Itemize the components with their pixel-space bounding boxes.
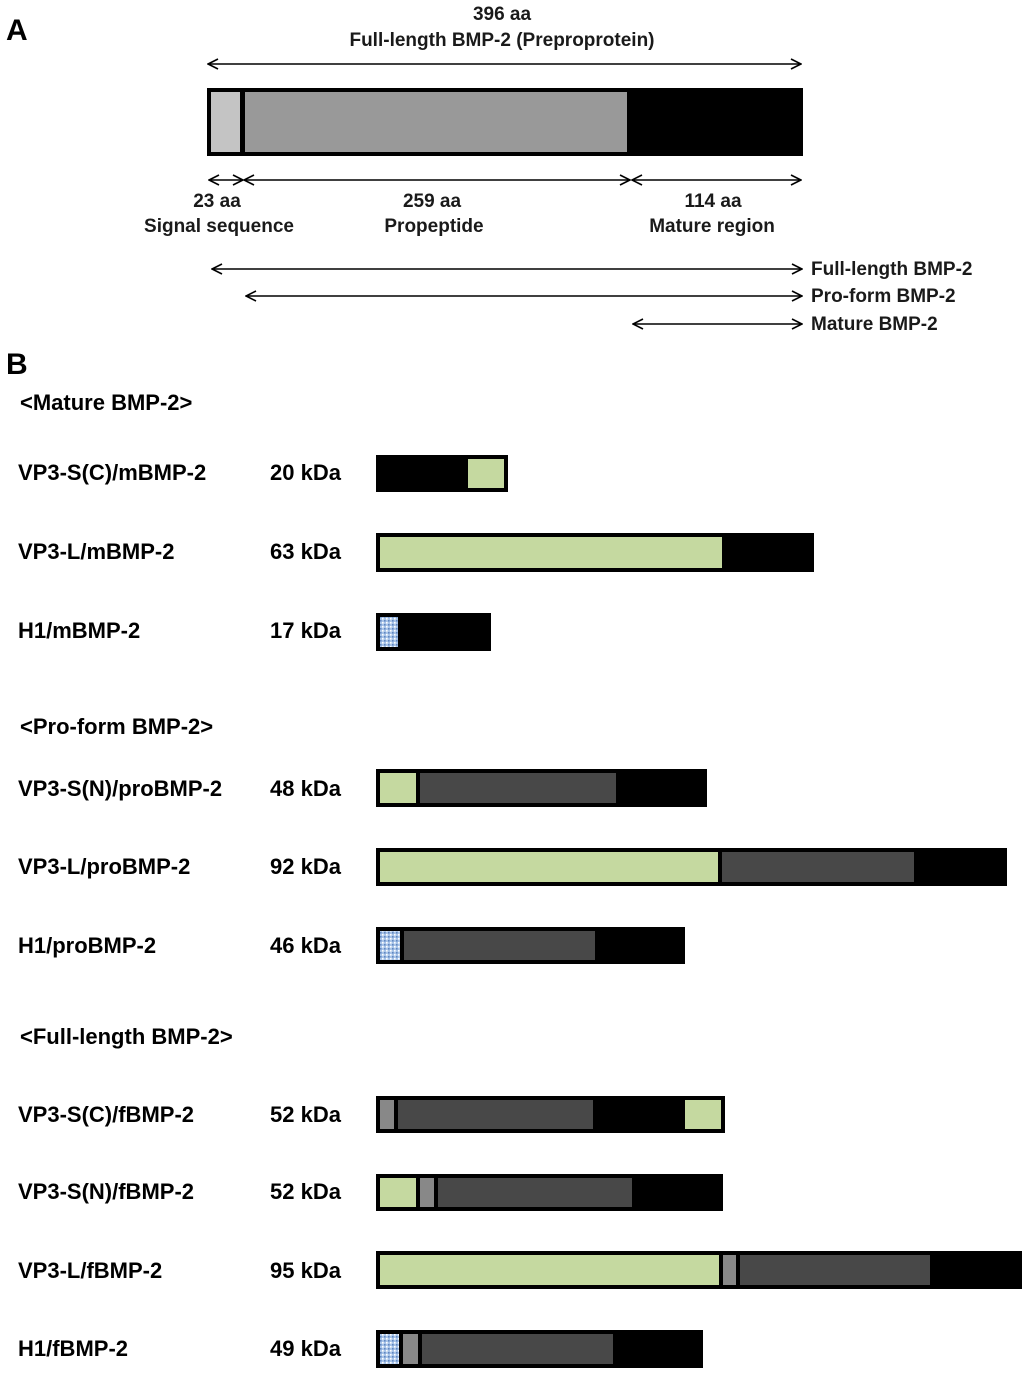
- mature-region-segment: [914, 852, 1003, 882]
- vp3-s-tag-segment: [380, 773, 416, 803]
- construct-mass: 95 kDa: [270, 1258, 342, 1283]
- signal-name-label: Signal sequence: [144, 216, 294, 237]
- vp3-s-tag-segment: [685, 1100, 721, 1129]
- construct-bar: [376, 769, 707, 807]
- group-title-full-length: <Full-length BMP-2>: [20, 1024, 233, 1049]
- mature-region-segment: [930, 1255, 1022, 1285]
- construct-row: VP3-L/proBMP-2 92 kDa: [18, 848, 1007, 886]
- construct-name: VP3-S(N)/fBMP-2: [18, 1179, 194, 1204]
- panel-b-letter: B: [6, 348, 28, 381]
- propeptide-segment: [245, 92, 627, 152]
- signal-sequence-segment: [723, 1255, 736, 1285]
- construct-name: VP3-L/mBMP-2: [18, 539, 174, 564]
- construct-bar: [376, 848, 1007, 886]
- propeptide-name-label: Propeptide: [384, 216, 483, 237]
- construct-name: VP3-L/fBMP-2: [18, 1258, 162, 1283]
- propeptide-segment: [398, 1100, 593, 1129]
- construct-mass: 49 kDa: [270, 1336, 342, 1361]
- construct-mass: 92 kDa: [270, 854, 342, 879]
- mature-region-segment: [613, 1334, 699, 1364]
- panel-a-letter: A: [6, 14, 28, 47]
- construct-name: VP3-S(C)/mBMP-2: [18, 460, 206, 485]
- vp3-s-tag-segment: [468, 459, 504, 488]
- group-title-pro-form: <Pro-form BMP-2>: [20, 714, 213, 739]
- signal-sequence-segment: [380, 1100, 394, 1129]
- construct-row: VP3-L/fBMP-2 95 kDa: [18, 1251, 1022, 1289]
- construct-row: H1/mBMP-2 17 kDa: [18, 613, 491, 651]
- full-length-form-label: Full-length BMP-2: [811, 259, 972, 280]
- construct-name: H1/mBMP-2: [18, 618, 140, 643]
- construct-bar: [376, 1330, 703, 1368]
- mature-length-label: 114 aa: [684, 191, 741, 212]
- construct-mass: 20 kDa: [270, 460, 342, 485]
- mature-name-label: Mature region: [649, 216, 775, 237]
- h1-tag-segment: [380, 617, 398, 647]
- total-length-label: 396 aa: [473, 4, 532, 25]
- signal-sequence-segment: [420, 1178, 434, 1207]
- mature-region-segment: [722, 537, 810, 568]
- signal-length-label: 23 aa: [193, 191, 241, 212]
- h1-tag-segment: [380, 931, 400, 960]
- pro-form-label: Pro-form BMP-2: [811, 286, 956, 307]
- construct-mass: 52 kDa: [270, 1102, 342, 1127]
- preproprotein-title: Full-length BMP-2 (Preproprotein): [349, 30, 654, 51]
- mature-region-segment: [593, 1100, 685, 1129]
- preproprotein-bar: [207, 88, 803, 156]
- construct-mass: 46 kDa: [270, 933, 342, 958]
- propeptide-segment: [740, 1255, 930, 1285]
- construct-name: H1/fBMP-2: [18, 1336, 128, 1361]
- construct-row: H1/proBMP-2 46 kDa: [18, 927, 685, 964]
- propeptide-segment: [420, 773, 616, 803]
- propeptide-length-label: 259 aa: [403, 191, 462, 212]
- construct-mass: 48 kDa: [270, 776, 342, 801]
- construct-row: VP3-S(N)/fBMP-2 52 kDa: [18, 1174, 723, 1211]
- construct-bar: [376, 613, 491, 651]
- mature-region-segment: [595, 931, 681, 960]
- construct-row: VP3-S(C)/fBMP-2 52 kDa: [18, 1096, 725, 1133]
- construct-row: H1/fBMP-2 49 kDa: [18, 1330, 703, 1368]
- mature-region-segment: [616, 773, 703, 803]
- mature-region-segment: [632, 1178, 719, 1207]
- vp3-s-tag-segment: [380, 1178, 416, 1207]
- construct-name: VP3-L/proBMP-2: [18, 854, 190, 879]
- propeptide-segment: [438, 1178, 632, 1207]
- construct-bar: [376, 927, 685, 964]
- construct-name: H1/proBMP-2: [18, 933, 156, 958]
- construct-bar: [376, 533, 814, 572]
- construct-name: VP3-S(C)/fBMP-2: [18, 1102, 194, 1127]
- construct-bar: [376, 1251, 1022, 1289]
- construct-row: VP3-L/mBMP-2 63 kDa: [18, 533, 814, 572]
- construct-bar: [376, 455, 508, 492]
- construct-row: VP3-S(C)/mBMP-2 20 kDa: [18, 455, 508, 492]
- mature-form-label: Mature BMP-2: [811, 314, 938, 335]
- construct-name: VP3-S(N)/proBMP-2: [18, 776, 222, 801]
- construct-bar: [376, 1096, 725, 1133]
- propeptide-segment: [422, 1334, 613, 1364]
- construct-mass: 63 kDa: [270, 539, 342, 564]
- h1-tag-segment: [380, 1334, 399, 1364]
- signal-sequence-segment: [211, 92, 240, 152]
- mature-region-segment: [627, 92, 801, 152]
- signal-sequence-segment: [403, 1334, 418, 1364]
- vp3-l-tag-segment: [380, 537, 722, 568]
- construct-mass: 17 kDa: [270, 618, 342, 643]
- construct-mass: 52 kDa: [270, 1179, 342, 1204]
- vp3-l-tag-segment: [380, 852, 718, 882]
- propeptide-segment: [404, 931, 595, 960]
- mature-region-segment: [398, 617, 487, 647]
- construct-bar: [376, 1174, 723, 1211]
- group-title-mature: <Mature BMP-2>: [20, 390, 192, 415]
- propeptide-segment: [722, 852, 914, 882]
- vp3-l-tag-segment: [380, 1255, 719, 1285]
- construct-row: VP3-S(N)/proBMP-2 48 kDa: [18, 769, 707, 807]
- mature-region-segment: [380, 459, 468, 488]
